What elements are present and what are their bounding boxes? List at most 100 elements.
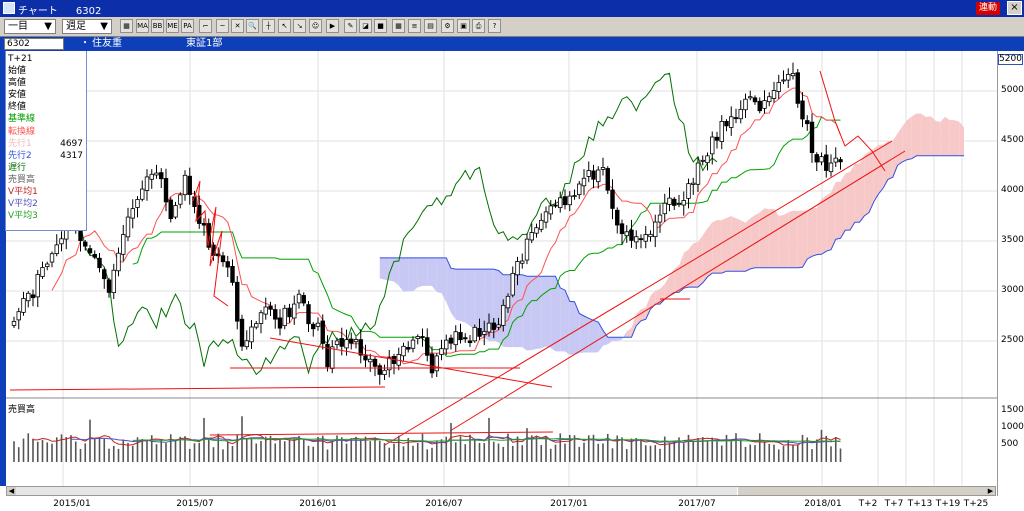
candle	[615, 209, 620, 226]
trendline	[209, 431, 554, 436]
candle	[192, 196, 197, 207]
scroll-right-icon[interactable]: ▶	[986, 487, 995, 495]
chart-area[interactable]	[0, 51, 997, 486]
candle	[311, 323, 316, 330]
grid-icon[interactable]: ▦	[392, 19, 405, 33]
legend-item[interactable]: 終値	[8, 101, 86, 113]
info-bar: 6302 ・ 住友重 東証1部	[0, 37, 1024, 51]
candle	[586, 170, 591, 177]
fibonacci-icon[interactable]: ✕	[231, 19, 244, 33]
candle	[567, 195, 572, 206]
interval-select[interactable]: 週足 ▼	[62, 19, 112, 34]
legend-item[interactable]: V平均3	[8, 210, 86, 222]
ichimoku-cloud	[778, 215, 784, 268]
ichimoku-cloud	[797, 210, 803, 268]
candle	[406, 347, 411, 350]
bb-button[interactable]: BB	[151, 19, 164, 33]
candle	[306, 304, 311, 325]
me-button[interactable]: ME	[166, 19, 179, 33]
period-select[interactable]: 一目 ▼	[4, 19, 56, 34]
ichimoku-cloud	[755, 212, 760, 268]
candle	[776, 82, 781, 92]
trendline-icon[interactable]: ⌐	[199, 19, 212, 33]
candle	[610, 189, 615, 209]
color-icon[interactable]: ■	[374, 19, 387, 33]
legend-item[interactable]: V平均2	[8, 198, 86, 210]
ichimoku-cloud	[413, 257, 418, 292]
candle	[249, 326, 254, 343]
pa-button[interactable]: PA	[181, 19, 194, 33]
legend-item[interactable]: 先行1 4697	[8, 138, 86, 150]
scroll-thumb[interactable]	[737, 487, 987, 495]
ma-button[interactable]: MA	[136, 19, 149, 33]
code-input[interactable]: 6302	[4, 38, 64, 50]
arrow-icon[interactable]: ↘	[293, 19, 306, 33]
chart-type-icon[interactable]: ▦	[120, 19, 133, 33]
candle	[87, 248, 93, 254]
ichimoku-cloud	[954, 120, 960, 156]
candle	[524, 238, 530, 261]
candle	[771, 90, 777, 99]
freehand-annotation	[819, 70, 886, 172]
legend-item[interactable]: V平均1	[8, 186, 86, 198]
ichimoku-cloud	[394, 257, 399, 286]
candle	[757, 100, 762, 112]
close-icon[interactable]: ×	[1007, 1, 1022, 15]
ichimoku-cloud	[759, 208, 765, 268]
link-badge[interactable]: 連動	[975, 2, 1000, 15]
legend-item[interactable]: 高値	[8, 77, 86, 89]
candle	[121, 234, 126, 255]
scroll-left-icon[interactable]: ◀	[7, 487, 16, 495]
candle	[543, 211, 549, 223]
horizontal-line-icon[interactable]: ─	[216, 19, 229, 33]
ichimoku-cloud	[674, 265, 679, 293]
legend-item[interactable]: 基準線	[8, 113, 86, 125]
candle	[805, 120, 810, 125]
legend-item[interactable]: 安値	[8, 89, 86, 101]
legend-label: 終値	[8, 102, 27, 113]
zoom-icon[interactable]: 🔍	[246, 19, 259, 33]
legend-item[interactable]: T+21	[8, 53, 86, 65]
legend-item[interactable]: 始値	[8, 65, 86, 77]
candle	[520, 260, 525, 264]
candle	[638, 238, 644, 241]
time-tick-label: T+7	[884, 499, 904, 509]
table-icon[interactable]: ▤	[424, 19, 437, 33]
candle	[729, 116, 734, 128]
legend-item[interactable]: 売買高	[8, 174, 86, 186]
horizontal-scrollbar[interactable]: ◀ ▶	[6, 486, 996, 496]
help-icon[interactable]: ?	[488, 19, 501, 33]
legend-label: 転換線	[8, 126, 36, 137]
smiley-icon[interactable]: ☺	[309, 19, 322, 33]
legend-item[interactable]: 先行2 4317	[8, 150, 86, 162]
pencil-icon[interactable]: ✎	[344, 19, 357, 33]
ichimoku-cloud	[840, 173, 846, 239]
candle	[515, 261, 520, 276]
candle	[296, 293, 302, 304]
candle	[197, 204, 202, 224]
legend-item[interactable]: 転換線	[8, 126, 86, 138]
legend-item[interactable]: 遅行	[8, 162, 86, 174]
panel-icon[interactable]: ▣	[457, 19, 470, 33]
candle	[149, 173, 154, 180]
list-icon[interactable]: ≡	[408, 19, 421, 33]
candle	[387, 357, 392, 371]
candle	[225, 261, 230, 268]
ichimoku-cloud	[921, 113, 926, 156]
ichimoku-cloud	[641, 307, 646, 321]
candle	[230, 266, 235, 283]
volume-tick-label: 500	[1001, 439, 1019, 450]
candle	[672, 198, 677, 206]
ichimoku-cloud	[436, 257, 442, 294]
cursor-icon[interactable]: ↖	[278, 19, 291, 33]
crosshair-icon[interactable]: ┼	[262, 19, 275, 33]
ichimoku-cloud	[869, 148, 874, 213]
candle	[111, 269, 116, 294]
eraser-icon[interactable]: ◪	[359, 19, 372, 33]
ichimoku-cloud	[384, 257, 390, 281]
print-icon[interactable]: ⎙	[472, 19, 485, 33]
candle	[752, 97, 758, 103]
ichimoku-cloud	[531, 276, 537, 351]
flag-icon[interactable]: ▶	[326, 19, 339, 33]
settings-icon[interactable]: ⚙	[441, 19, 454, 33]
